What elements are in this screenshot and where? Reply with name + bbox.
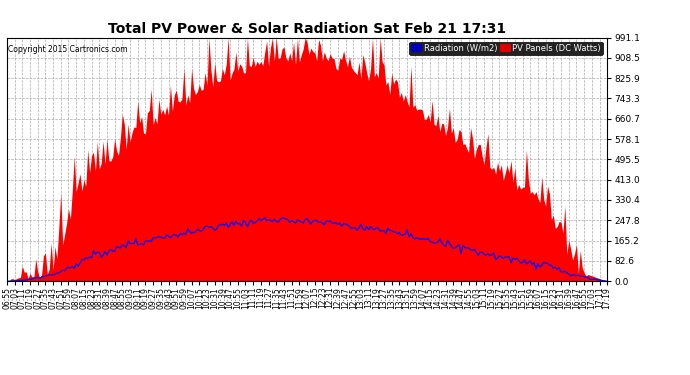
Title: Total PV Power & Solar Radiation Sat Feb 21 17:31: Total PV Power & Solar Radiation Sat Feb… <box>108 22 506 36</box>
Legend: Radiation (W/m2), PV Panels (DC Watts): Radiation (W/m2), PV Panels (DC Watts) <box>409 42 603 55</box>
Text: Copyright 2015 Cartronics.com: Copyright 2015 Cartronics.com <box>8 45 128 54</box>
